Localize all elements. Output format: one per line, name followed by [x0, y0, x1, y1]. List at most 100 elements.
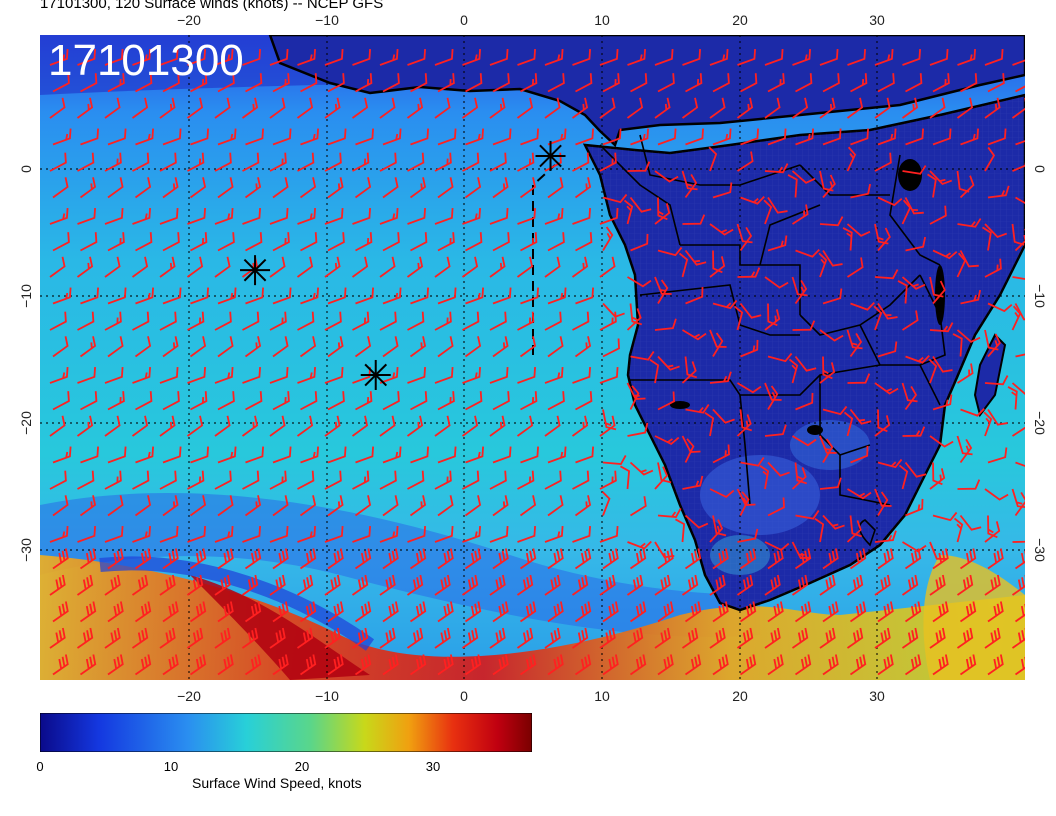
wind-barb — [759, 465, 770, 490]
wind-barb — [792, 320, 816, 331]
wind-barb — [489, 415, 506, 437]
wind-barb — [794, 462, 808, 485]
wind-barb — [104, 97, 121, 119]
wind-barb — [134, 654, 152, 676]
wind-barb — [492, 287, 512, 305]
lake — [807, 425, 823, 435]
wind-barb — [901, 382, 918, 403]
lon-tick-top: 10 — [594, 12, 610, 28]
wind-barb — [355, 128, 374, 146]
wind-barb — [492, 336, 509, 358]
wind-barb — [684, 548, 702, 570]
wind-barb — [987, 515, 998, 539]
wind-barb — [794, 279, 808, 305]
wind-barb — [575, 446, 594, 464]
wind-barb — [324, 97, 341, 119]
wind-barb — [187, 207, 206, 225]
wind-barb — [269, 97, 286, 119]
wind-barb — [437, 654, 454, 676]
wind-barb — [162, 73, 180, 93]
wind-barb — [712, 73, 730, 93]
wind-barb — [572, 366, 591, 384]
wind-barb — [437, 287, 457, 305]
wind-barb — [630, 128, 649, 146]
wind-barb — [681, 627, 699, 649]
wind-barb — [517, 525, 536, 543]
wind-barb — [214, 525, 234, 543]
wind-barb — [987, 333, 1001, 358]
wind-barb — [822, 174, 836, 199]
wind-barb — [602, 73, 620, 93]
wind-barb — [929, 170, 953, 185]
wind-barb — [190, 232, 208, 252]
wind-barb — [547, 287, 567, 305]
wind-barb — [599, 366, 619, 384]
wind-barb — [52, 128, 72, 146]
wind-barb — [517, 152, 535, 172]
wind-barb — [187, 366, 206, 384]
wind-barb — [516, 97, 534, 119]
wind-barb — [850, 183, 872, 199]
wind-barb — [135, 232, 153, 252]
wind-barb — [874, 152, 892, 172]
wind-barb — [571, 627, 589, 649]
wind-barb — [49, 574, 66, 596]
wind-barb — [654, 203, 671, 225]
wind-barb — [242, 207, 261, 225]
wind-barb — [627, 48, 646, 66]
wind-barb — [1012, 48, 1025, 66]
wind-barb — [269, 627, 286, 649]
wind-barb — [379, 525, 399, 543]
wind-barb — [49, 366, 69, 384]
wind-barb — [77, 152, 95, 172]
wind-barb — [186, 256, 204, 278]
wind-barb — [187, 311, 205, 331]
wind-barb — [684, 438, 695, 463]
wind-barb — [107, 654, 124, 676]
wind-barb — [822, 288, 843, 305]
wind-barb — [685, 286, 704, 305]
wind-barb — [379, 627, 396, 649]
wind-barb — [932, 73, 950, 93]
wind-barb — [241, 415, 259, 437]
wind-barb — [575, 232, 593, 252]
wind-barb — [269, 470, 287, 490]
wind-barb — [162, 654, 179, 676]
wind-barb — [49, 207, 69, 225]
wind-barb — [739, 409, 753, 432]
wind-barb — [629, 385, 640, 410]
wind-barb — [574, 548, 592, 570]
wind-barb — [517, 207, 536, 225]
wind-barb — [929, 97, 946, 119]
wind-barb — [300, 73, 318, 93]
wind-barb — [953, 517, 964, 543]
wind-barb — [904, 385, 918, 411]
wind-barb — [873, 305, 883, 331]
wind-barb — [987, 128, 1007, 146]
wind-barb — [327, 446, 347, 464]
wind-barb — [406, 256, 424, 278]
wind-barb — [957, 218, 982, 228]
wind-barb — [464, 548, 482, 570]
wind-barb — [214, 470, 232, 490]
wind-barb — [272, 446, 292, 464]
wind-barb — [186, 627, 204, 649]
wind-barb — [327, 73, 345, 93]
wind-barb — [52, 548, 69, 570]
wind-barb — [299, 336, 317, 358]
wind-barb — [410, 446, 429, 464]
wind-barb — [76, 256, 94, 278]
wind-barb — [898, 464, 909, 490]
wind-barb — [877, 128, 897, 146]
wind-barb — [987, 548, 1004, 570]
wind-barb — [351, 256, 369, 278]
wind-barb — [187, 152, 205, 172]
wind-barb — [547, 73, 565, 93]
wind-barb — [241, 97, 259, 119]
wind-barb — [269, 574, 286, 596]
wind-barb — [629, 654, 647, 676]
lon-tick-top: −10 — [315, 12, 339, 28]
wind-barb — [767, 128, 787, 146]
wind-barb — [489, 256, 506, 278]
wind-barb — [104, 415, 121, 437]
